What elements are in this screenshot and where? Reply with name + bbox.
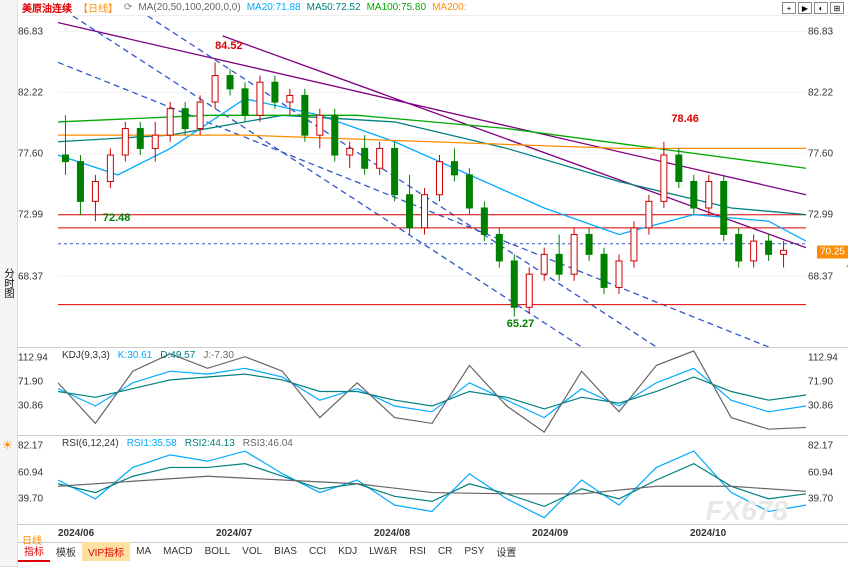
sun-icon[interactable]: ☀ — [2, 438, 13, 452]
tab-KDJ[interactable]: KDJ — [332, 544, 363, 559]
ma20-value: MA20:71.88 — [247, 2, 301, 13]
y-tick: 71.90 — [808, 377, 833, 388]
header-tool-icons: +▶◐⊞ — [782, 2, 844, 14]
y-tick: 30.86 — [808, 401, 833, 412]
header-icon-2[interactable]: ◐ — [814, 2, 828, 14]
x-tick: 2024/06 — [58, 528, 216, 539]
y-tick: 77.60 — [18, 149, 43, 160]
y-tick: 60.94 — [18, 467, 43, 478]
svg-text:65.27: 65.27 — [507, 318, 534, 330]
y-tick: 82.22 — [808, 87, 833, 98]
x-tick: 2024/10 — [690, 528, 848, 539]
svg-text:72.48: 72.48 — [103, 212, 130, 224]
tab-VOL[interactable]: VOL — [236, 544, 268, 559]
y-tick: 72.99 — [18, 210, 43, 221]
sidebar-tab-0[interactable]: 分时图 — [0, 0, 17, 567]
kdj-k: K:30.61 — [118, 350, 152, 361]
y-tick: 68.37 — [808, 271, 833, 282]
tab-BIAS[interactable]: BIAS — [268, 544, 303, 559]
kdj-d: D:49.57 — [160, 350, 195, 361]
x-tick: 2024/08 — [374, 528, 532, 539]
rsi2: RSI2:44.13 — [185, 438, 235, 449]
timeframe-label: 【日线】 — [78, 0, 118, 15]
y-tick: 30.86 — [18, 401, 43, 412]
y-tick: 82.22 — [18, 87, 43, 98]
tab-MA[interactable]: MA — [130, 544, 157, 559]
ma200-value: MA200: — [432, 2, 466, 13]
header-icon-3[interactable]: ⊞ — [830, 2, 844, 14]
y-tick: 71.90 — [18, 377, 43, 388]
header-icon-1[interactable]: ▶ — [798, 2, 812, 14]
ma50-value: MA50:72.52 — [307, 2, 361, 13]
refresh-icon[interactable]: ⟳ — [124, 2, 132, 13]
tab-BOLL[interactable]: BOLL — [199, 544, 237, 559]
x-tick: 2024/07 — [216, 528, 374, 539]
chart-header: 美原油连续 【日线】 ⟳ MA(20,50,100,200,0,0) MA20:… — [18, 0, 848, 16]
y-tick: 60.94 — [808, 467, 833, 478]
rsi-panel[interactable]: RSI(6,12,24) RSI1:35.58 RSI2:44.13 RSI3:… — [18, 436, 848, 524]
x-axis: 2024/062024/072024/082024/092024/10 — [18, 524, 848, 542]
y-tick: 112.94 — [808, 353, 838, 364]
tab-设置[interactable]: 设置 — [490, 542, 522, 561]
svg-text:78.46: 78.46 — [671, 113, 698, 125]
y-tick: 77.60 — [808, 149, 833, 160]
y-tick: 112.94 — [18, 353, 48, 364]
svg-text:84.52: 84.52 — [215, 40, 242, 52]
rsi-label: RSI(6,12,24) — [62, 438, 119, 449]
tab-LW&R[interactable]: LW&R — [363, 544, 403, 559]
y-tick: 72.99 — [808, 210, 833, 221]
kdj-j: J:-7.30 — [203, 350, 234, 361]
kdj-label: KDJ(9,3,3) — [62, 350, 110, 361]
tab-CCI[interactable]: CCI — [303, 544, 332, 559]
rsi1: RSI1:35.58 — [127, 438, 177, 449]
kdj-panel[interactable]: KDJ(9,3,3) K:30.61 D:49.57 J:-7.30 112.9… — [18, 348, 848, 436]
tab-VIP指标[interactable]: VIP指标 — [82, 542, 130, 561]
y-tick: 68.37 — [18, 271, 43, 282]
ma-params: MA(20,50,100,200,0,0) — [138, 2, 240, 13]
y-tick: 82.17 — [808, 440, 833, 451]
y-tick: 86.83 — [808, 26, 833, 37]
today-label: 日线 — [18, 532, 42, 547]
header-icon-0[interactable]: + — [782, 2, 796, 14]
y-tick: 86.83 — [18, 26, 43, 37]
price-panel[interactable]: 86.83 82.22 77.60 72.99 68.37 84.52 72.48 78.4… — [18, 16, 848, 348]
rsi3: RSI3:46.04 — [243, 438, 293, 449]
tab-MACD[interactable]: MACD — [157, 544, 198, 559]
tab-PSY[interactable]: PSY — [458, 544, 490, 559]
symbol-title: 美原油连续 — [22, 0, 72, 15]
tab-RSI[interactable]: RSI — [403, 544, 432, 559]
tab-CR[interactable]: CR — [432, 544, 458, 559]
tab-模板[interactable]: 模板 — [50, 542, 82, 561]
y-tick: 82.17 — [18, 440, 43, 451]
current-price-label: 70.25 — [817, 245, 848, 258]
x-tick: 2024/09 — [532, 528, 690, 539]
indicator-tabs: 指标模板VIP指标MAMACDBOLLVOLBIASCCIKDJLW&RRSIC… — [18, 542, 848, 560]
ma100-value: MA100:75.80 — [367, 2, 427, 13]
y-tick: 39.70 — [808, 494, 833, 505]
y-tick: 39.70 — [18, 494, 43, 505]
chart-type-sidebar: 分时图K线图闪电图合约资料 — [0, 0, 18, 567]
